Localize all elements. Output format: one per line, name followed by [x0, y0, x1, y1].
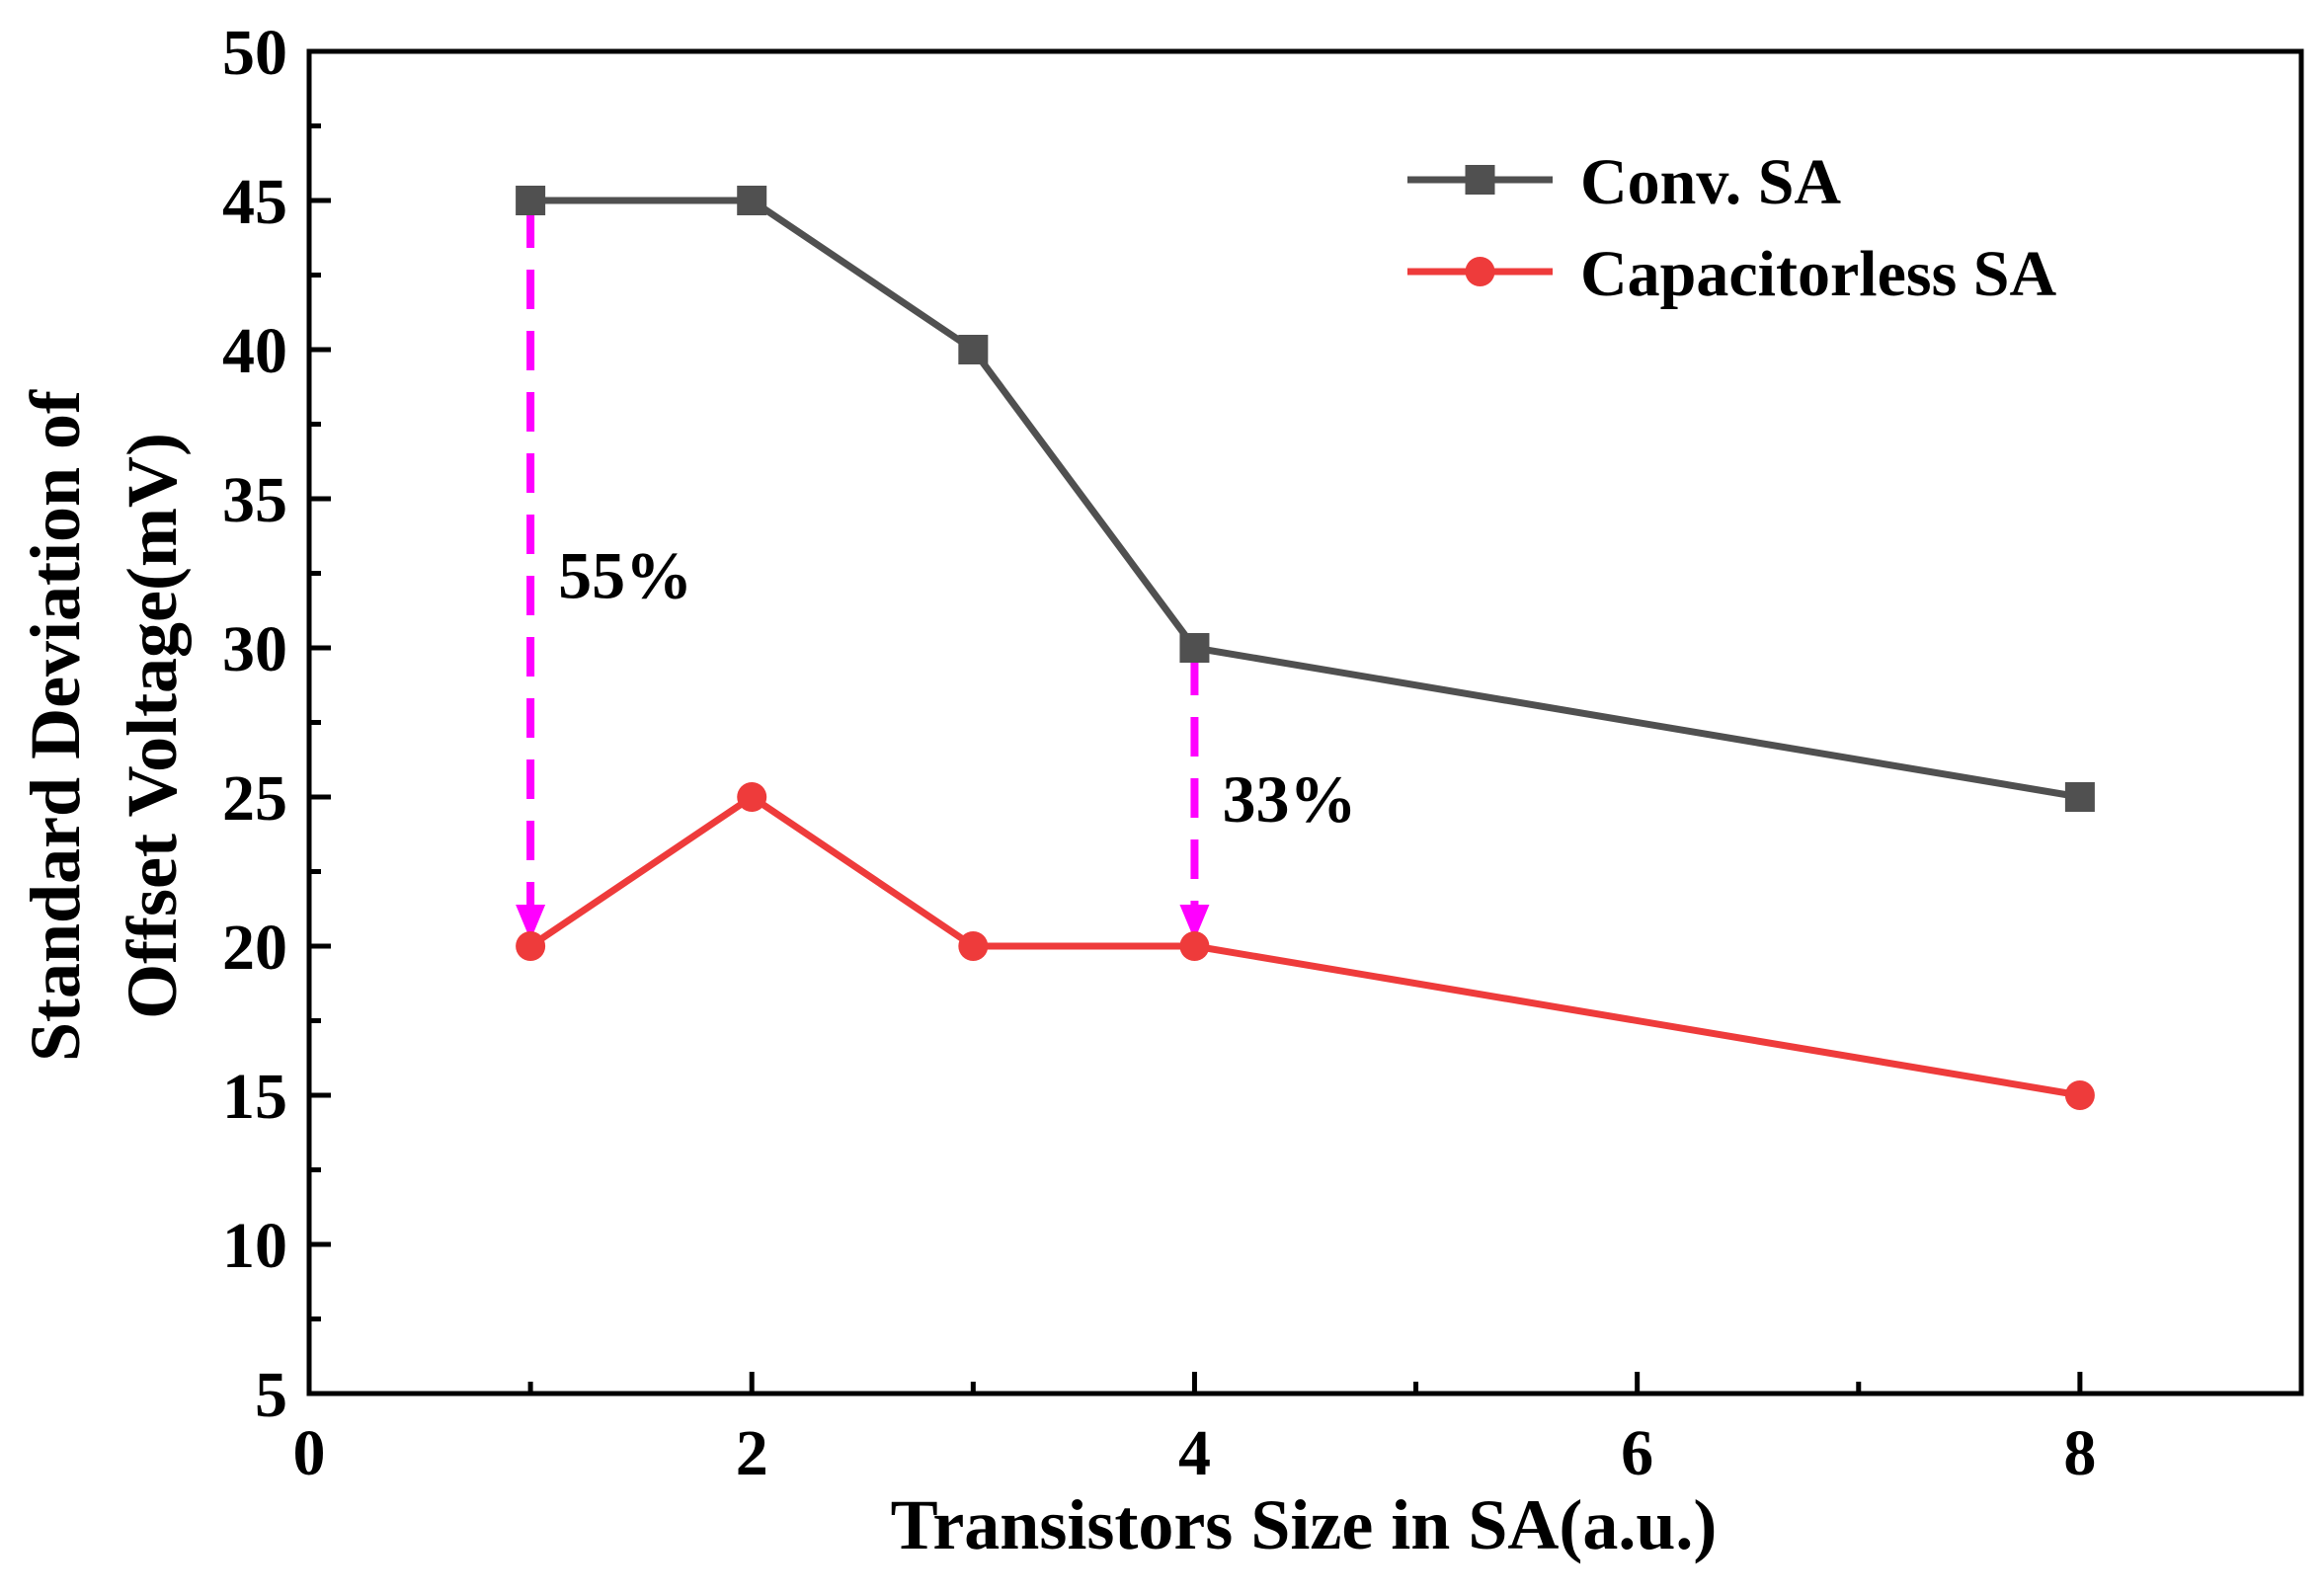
data-point-0-1	[737, 186, 767, 215]
data-point-1-4	[2064, 1080, 2095, 1110]
y-tick-label-45: 45	[222, 166, 287, 238]
legend: Conv. SA Capacitorless SA	[1407, 146, 2056, 310]
data-point-1-1	[737, 782, 767, 812]
series-line-1	[528, 793, 2081, 1099]
legend-label-0: Conv. SA	[1580, 146, 1841, 218]
x-tick-label-4: 4	[1178, 1417, 1211, 1489]
x-tick-label-6: 6	[1621, 1417, 1653, 1489]
data-point-0-3	[1179, 633, 1210, 663]
y-tick-label-10: 10	[222, 1210, 287, 1282]
data-point-0-4	[2064, 782, 2095, 812]
legend-marker-1	[1465, 257, 1495, 286]
annotation-label-1: 33%	[1222, 761, 1356, 837]
y-tick-label-40: 40	[222, 315, 287, 387]
y-tick-label-30: 30	[222, 613, 287, 685]
annotation-layer: 55% 33%	[516, 208, 1356, 940]
annotation-label-0: 55%	[558, 538, 692, 613]
annotation-arrow-head-0	[516, 905, 546, 940]
x-tick-label-2: 2	[736, 1417, 768, 1489]
y-axis-label-line-1: Standard Deviation of	[16, 389, 95, 1062]
data-point-0-2	[958, 335, 989, 364]
series-layer	[516, 186, 2095, 1110]
data-point-1-0	[516, 931, 546, 961]
data-point-1-3	[1179, 931, 1210, 961]
legend-label-1: Capacitorless SA	[1580, 238, 2056, 310]
y-axis-label-line-2: Offset Voltage(mV)	[113, 433, 192, 1019]
data-point-0-0	[516, 186, 546, 215]
y-tick-label-50: 50	[222, 17, 287, 89]
axes-layer: 0 2 4 6 8 5 10 15 20 25 30 35 40 45 50	[222, 17, 2304, 1489]
legend-marker-0	[1465, 165, 1495, 195]
y-tick-label-20: 20	[222, 912, 287, 984]
data-point-1-2	[958, 931, 989, 961]
x-tick-label-8: 8	[2063, 1417, 2096, 1489]
annotation-arrow-head-1	[1179, 905, 1210, 940]
y-tick-label-35: 35	[222, 464, 287, 536]
x-axis-label: Transistors Size in SA(a.u.)	[891, 1485, 1718, 1564]
y-tick-label-15: 15	[222, 1061, 287, 1133]
y-tick-label-5: 5	[255, 1359, 287, 1431]
y-tick-label-25: 25	[222, 762, 287, 835]
x-tick-label-0: 0	[293, 1417, 326, 1489]
